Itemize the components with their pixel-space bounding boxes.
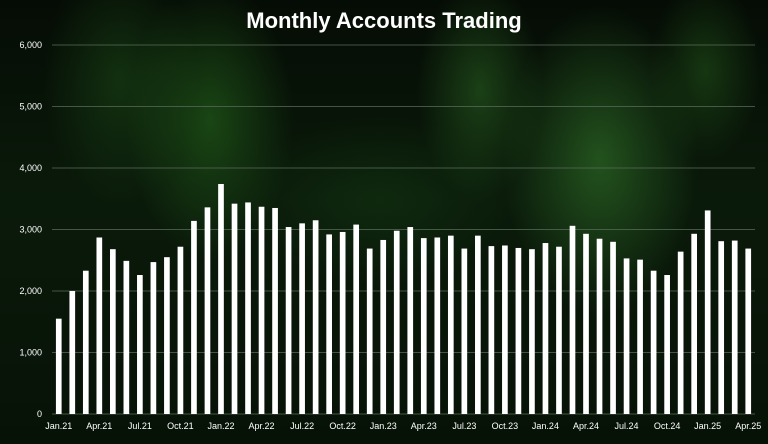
bar bbox=[82, 270, 89, 414]
bar bbox=[664, 275, 670, 414]
bar bbox=[529, 249, 535, 414]
bar bbox=[366, 248, 373, 414]
bar bbox=[745, 248, 752, 414]
bar bbox=[55, 318, 62, 414]
x-tick-label: Jan.22 bbox=[207, 421, 234, 431]
bar bbox=[380, 239, 387, 414]
bar bbox=[596, 238, 603, 414]
bar bbox=[610, 241, 616, 414]
chart-title: Monthly Accounts Trading bbox=[246, 8, 522, 33]
bar bbox=[475, 235, 481, 414]
bar bbox=[109, 249, 116, 414]
x-tick-label: Jan.24 bbox=[532, 421, 559, 431]
bar bbox=[285, 227, 292, 414]
bar bbox=[231, 203, 238, 414]
x-tick-label: Apr.22 bbox=[249, 421, 275, 431]
bar bbox=[461, 248, 468, 414]
bar bbox=[245, 202, 251, 414]
bar bbox=[299, 223, 305, 414]
bar bbox=[96, 237, 103, 414]
bar bbox=[569, 225, 576, 414]
bar bbox=[623, 258, 630, 414]
bar bbox=[488, 246, 495, 414]
y-tick-label: 6,000 bbox=[19, 40, 42, 50]
bar bbox=[583, 233, 589, 414]
x-tick-label: Oct.24 bbox=[654, 421, 681, 431]
bar bbox=[326, 234, 332, 414]
y-tick-label: 4,000 bbox=[19, 163, 42, 173]
bar bbox=[177, 246, 184, 414]
bar bbox=[650, 270, 657, 414]
bar bbox=[191, 220, 197, 414]
bar bbox=[218, 183, 224, 414]
x-tick-label: Jan.23 bbox=[370, 421, 397, 431]
x-tick-label: Apr.21 bbox=[86, 421, 112, 431]
y-tick-label: 1,000 bbox=[19, 348, 42, 358]
x-tick-label: Jul.23 bbox=[452, 421, 476, 431]
x-tick-label: Jul.21 bbox=[128, 421, 152, 431]
bar bbox=[434, 237, 441, 414]
x-tick-label: Oct.21 bbox=[167, 421, 194, 431]
bar bbox=[502, 245, 508, 414]
x-tick-label: Jan.25 bbox=[694, 421, 721, 431]
bar bbox=[718, 241, 725, 414]
bar bbox=[731, 240, 738, 414]
y-tick-label: 0 bbox=[37, 409, 42, 419]
bar bbox=[556, 246, 562, 414]
bar bbox=[407, 227, 414, 414]
x-tick-label: Jul.22 bbox=[290, 421, 314, 431]
bar bbox=[204, 207, 211, 414]
y-tick-label: 2,000 bbox=[19, 286, 42, 296]
bar bbox=[150, 262, 157, 414]
bar bbox=[312, 220, 319, 414]
x-tick-label: Apr.24 bbox=[573, 421, 599, 431]
y-tick-label: 3,000 bbox=[19, 225, 42, 235]
bar bbox=[258, 206, 265, 414]
y-tick-label: 5,000 bbox=[19, 102, 42, 112]
x-tick-label: Oct.22 bbox=[329, 421, 356, 431]
bar bbox=[691, 233, 698, 414]
bar bbox=[353, 224, 360, 414]
x-tick-label: Jan.21 bbox=[45, 421, 72, 431]
bar bbox=[339, 231, 346, 414]
bar bbox=[69, 291, 76, 414]
bar bbox=[164, 257, 170, 414]
bar bbox=[137, 275, 143, 414]
bar bbox=[393, 230, 400, 414]
x-tick-label: Jul.24 bbox=[615, 421, 639, 431]
bar bbox=[272, 207, 278, 414]
bar bbox=[704, 210, 711, 414]
bar bbox=[123, 260, 130, 414]
x-tick-label: Apr.23 bbox=[411, 421, 437, 431]
bar bbox=[637, 259, 643, 414]
bar bbox=[420, 238, 427, 414]
x-tick-label: Oct.23 bbox=[492, 421, 519, 431]
bar bbox=[515, 247, 522, 414]
bar bbox=[542, 243, 549, 414]
bar bbox=[677, 251, 684, 414]
bar bbox=[447, 235, 454, 414]
x-tick-label: Apr.25 bbox=[735, 421, 761, 431]
